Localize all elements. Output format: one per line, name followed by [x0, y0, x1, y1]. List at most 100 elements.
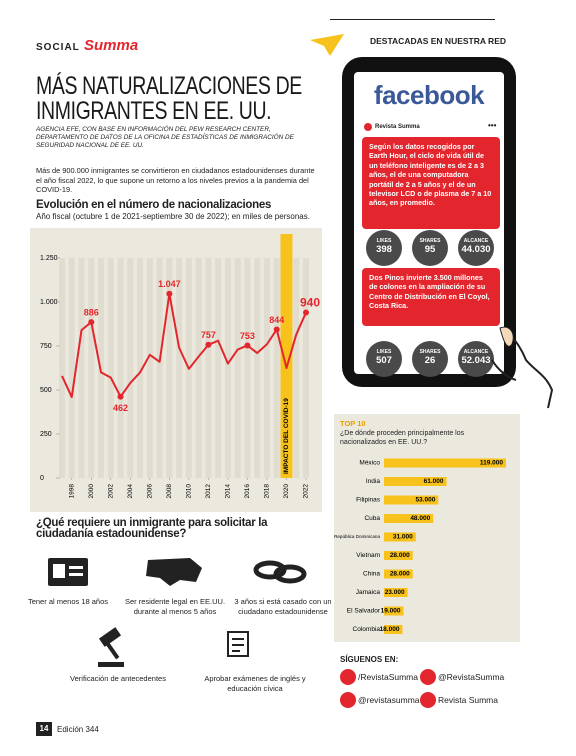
- value-label: 28.000: [390, 552, 410, 559]
- x-tick-label: 2000: [88, 484, 95, 499]
- bar: [384, 477, 447, 486]
- exam-line: [232, 650, 240, 652]
- platform-logo: facebook: [373, 80, 485, 110]
- year-stripe: [244, 258, 251, 478]
- hand-outline: [491, 329, 554, 409]
- id-card-line: [69, 566, 83, 569]
- requirement: Ser residente legal en EE.UU. durante al…: [124, 597, 226, 616]
- stat-circle: ALCANCE 52.043: [458, 341, 494, 377]
- title-line: INMIGRANTES EN EE. UU.: [36, 97, 272, 125]
- data-label: 462: [113, 403, 128, 413]
- year-stripe: [303, 258, 309, 478]
- value-label: 119.000: [480, 460, 504, 467]
- value-label: 48.000: [410, 515, 430, 522]
- x-tick-label: 2016: [244, 484, 251, 499]
- year-stripe: [293, 258, 300, 478]
- stat-circle: LIKES 398: [366, 230, 402, 266]
- x-tick-label: 2004: [127, 484, 134, 499]
- brand: Summa: [84, 37, 139, 54]
- data-point: [303, 309, 309, 316]
- bar: [384, 625, 403, 634]
- category-label: Jamaica: [356, 589, 381, 596]
- data-line: [61, 292, 307, 399]
- social-account: @revistasumma: [358, 695, 420, 705]
- requirement: 3 años si está casado con un ciudadano e…: [234, 597, 332, 616]
- account-name: Revista Summa: [375, 124, 420, 130]
- annotation-text: IMPACTO DEL COVID-19: [283, 398, 290, 474]
- bar: [384, 551, 413, 560]
- bar: [384, 569, 413, 579]
- social-icons: [340, 669, 436, 708]
- year-stripe: [107, 258, 114, 478]
- exam-line: [232, 644, 244, 646]
- instagram-icon: [340, 692, 356, 708]
- stat-label: SHARES: [419, 238, 441, 244]
- source: AGENCIA EFE, CON BASE EN INFORMACIÓN DEL…: [36, 126, 294, 149]
- data-point: [244, 342, 251, 349]
- year-stripe: [117, 258, 124, 478]
- rule: [330, 19, 495, 20]
- year-stripe: [273, 258, 280, 478]
- year-stripe: [195, 258, 202, 478]
- x-tick-label: 1998: [68, 484, 75, 499]
- year-stripe: [156, 258, 163, 478]
- data-point: [88, 319, 95, 326]
- data-point: [273, 326, 280, 333]
- bar: [384, 588, 408, 597]
- year-stripe: [215, 258, 222, 478]
- category-label: El Salvador: [347, 608, 381, 615]
- year-stripe: [224, 258, 231, 478]
- bar: [384, 606, 404, 616]
- x-tick-label: 2018: [264, 484, 271, 499]
- x-tick-label: 2020: [283, 484, 290, 499]
- bar: [384, 532, 416, 542]
- gavel-icon: [98, 627, 122, 647]
- post-card: Dos Pinos invierte 3.500 millones de col…: [362, 268, 500, 326]
- data-point: [166, 290, 173, 297]
- y-tick-label: 250: [40, 431, 52, 438]
- social-account: /RevistaSumma: [358, 672, 418, 682]
- network-title: DESTACADAS EN NUESTRA RED: [370, 36, 507, 46]
- stat-label: ALCANCE: [463, 238, 489, 244]
- menu-dots: •••: [488, 121, 497, 130]
- category-label: Vietnam: [356, 552, 380, 559]
- social-title: SÍGUENOS EN:: [340, 655, 399, 664]
- annotation-band: [280, 234, 293, 478]
- year-stripe: [254, 258, 261, 478]
- category-label: India: [366, 478, 380, 485]
- value-label: 19.000: [381, 608, 401, 615]
- value-label: 53.000: [415, 497, 435, 504]
- id-card-photo: [53, 564, 65, 578]
- top10-title: TOP 10: [340, 419, 366, 428]
- stat-value: 44.030: [461, 244, 491, 255]
- year-stripe: [234, 258, 241, 478]
- stat-value: 52.043: [461, 355, 491, 366]
- year-stripe: [59, 258, 65, 478]
- page-number: 14: [36, 722, 52, 736]
- x-tick-label: 2010: [186, 484, 193, 499]
- gavel-handle: [104, 640, 120, 660]
- data-label: 940: [300, 296, 320, 310]
- paper-plane: [310, 34, 344, 56]
- year-stripe: [127, 258, 134, 478]
- twitter-icon: [420, 669, 436, 685]
- top10-subtitle: ¿De dónde proceden principalmente los na…: [340, 430, 465, 446]
- stat-label: LIKES: [376, 238, 392, 244]
- line-chart: IMPACTO DEL COVID-19 0 250 500 750 1.000 1.250…: [30, 228, 322, 512]
- bar: [384, 514, 434, 523]
- y-tick-label: 1.250: [40, 255, 58, 262]
- value-label: 61.000: [424, 478, 444, 485]
- top10-panel: [334, 414, 520, 642]
- stat-circle: ALCANCE 44.030: [458, 230, 494, 266]
- y-tick-label: 750: [40, 343, 52, 350]
- x-tick-label: 2014: [225, 484, 232, 499]
- year-stripe: [146, 258, 153, 478]
- requirement: Tener al menos 18 años: [27, 597, 109, 606]
- year-stripe: [78, 258, 85, 478]
- usa-map-icon: [146, 558, 202, 586]
- year-stripe: [166, 258, 173, 478]
- year-stripe: [88, 258, 95, 478]
- edition: Edición 344: [57, 725, 99, 734]
- requirement-icons: [48, 558, 307, 667]
